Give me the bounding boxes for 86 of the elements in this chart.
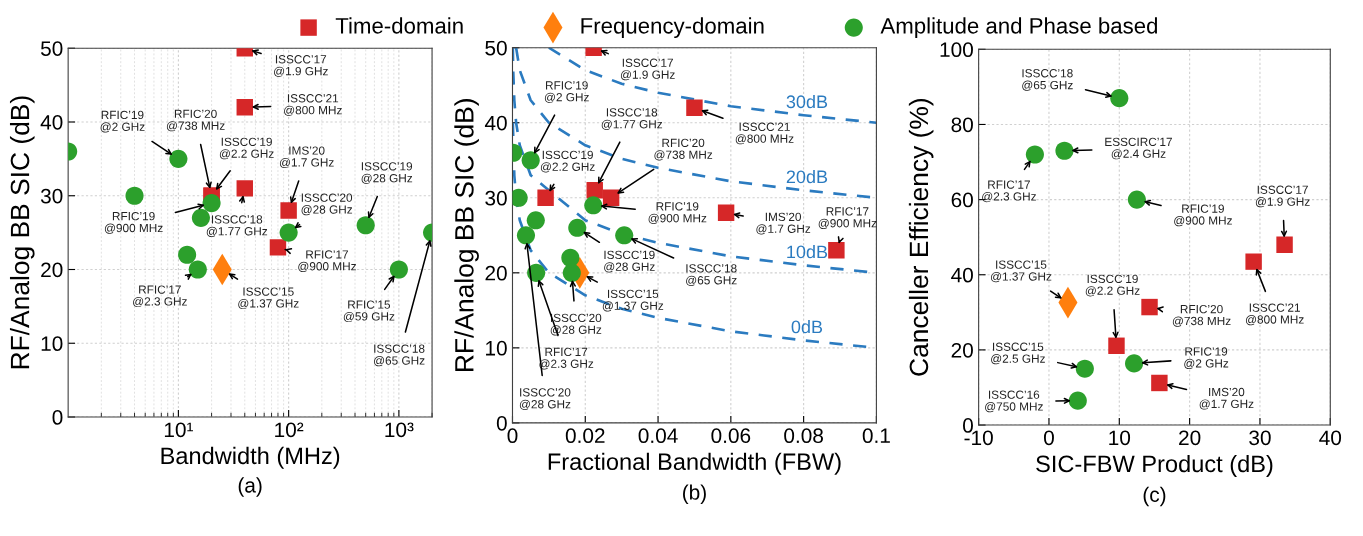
annotation: ISSCC’18 @65 GHz: [1022, 69, 1073, 91]
y-axis-title: Canceller Efficiency (%): [908, 98, 934, 376]
annotation: ISSCC’16 @750 MHz: [985, 390, 1043, 413]
annotation: ISSCC’18 @1.77 GHz: [601, 108, 663, 130]
annotation: RFIC’15 @59 GHz: [343, 300, 395, 323]
y-tick-label: 30: [40, 188, 63, 204]
y-tick-label: 60: [951, 192, 973, 208]
x-tick-label: 0.02: [565, 428, 605, 444]
y-tick-label: 40: [951, 267, 973, 283]
y-tick-label: 20: [951, 342, 973, 358]
y-tick-label: 30: [485, 190, 507, 206]
annotation: ISSCC’19 @28 GHz: [604, 250, 655, 273]
y-tick-label: 0: [52, 410, 63, 425]
annotation: RFIC’20 @738 MHz: [654, 138, 713, 161]
annotation: RFIC’19 @2 GHz: [1184, 347, 1229, 370]
x-axis-title: Bandwidth (MHz): [161, 446, 340, 469]
annotation: RFIC’17 @2.3 GHz: [133, 285, 187, 308]
annotation: RFIC’19 @2 GHz: [544, 81, 589, 103]
annotation: RFIC’19 @900 MHz: [104, 212, 163, 234]
annotation: ISSCC’18 @65 GHz: [686, 264, 737, 286]
y-tick-label: 10: [486, 340, 507, 356]
x-tick-label: 0: [507, 428, 518, 444]
y-tick-label: 80: [951, 117, 973, 133]
annotation: ESSCIRC’17 @2.4 GHz: [1105, 137, 1172, 160]
x-tick-label: 0.1: [862, 428, 890, 444]
y-axis-title: RF/Analog BB SIC (dB): [9, 96, 35, 369]
annotation: ISSCC’17 @1.9 GHz: [620, 58, 675, 81]
text: (c): [1143, 486, 1166, 507]
x-tick-label: 0: [1043, 430, 1054, 446]
y-tick-label: 100: [940, 42, 973, 58]
annotation: RFIC’17 @900 MHz: [298, 250, 356, 272]
x-tick-label: 10²: [275, 422, 304, 438]
annotation: RFIC’19 @900 MHz: [648, 202, 707, 224]
legend-label: Frequency-domain: [581, 17, 764, 39]
annotation: ISSCC’18 @65 GHz: [374, 344, 425, 367]
annotation: ISSCC’15 @1.37 GHz: [238, 287, 299, 310]
annotation: ISSCC’15 @1.37 GHz: [602, 289, 664, 312]
annotation: ISSCC’19 @2.2 GHz: [540, 150, 595, 173]
annotation: ISSCC’19 @2.2 GHz: [219, 137, 274, 160]
y-tick-label: 40: [484, 115, 507, 131]
annotation: ISSCC’20 @28 GHz: [519, 388, 571, 410]
y-tick-label: 10: [41, 336, 63, 352]
annotation: ISSCC’21 @800 MHz: [284, 94, 342, 116]
y-axis-title: RF/Analog BB SIC (dB): [454, 99, 479, 371]
annotation: ISSCC’19 @28 GHz: [361, 162, 413, 184]
x-tick-label: 0.06: [711, 428, 751, 444]
x-tick-label: 0.04: [638, 428, 678, 444]
y-tick-label: 20: [41, 262, 63, 278]
x-tick-label: 10: [1109, 430, 1131, 446]
series-label: 30dB: [786, 94, 828, 109]
annotation: RFIC’19 @900 MHz: [1174, 204, 1232, 227]
annotation: ISSCC’21 @800 MHz: [1245, 303, 1304, 326]
x-axis-title: Fractional Bandwidth (FBW): [548, 452, 841, 475]
x-tick-label: 30: [1249, 430, 1271, 446]
x-axis-title: SIC-FBW Product (dB): [1036, 454, 1273, 477]
legend-label: Amplitude and Phase based: [880, 17, 1157, 39]
x-tick-label: 20: [1179, 430, 1201, 446]
annotation: RFIC’20 @738 MHz: [166, 109, 225, 132]
annotation: ISSCC’18 @1.77 GHz: [206, 215, 268, 237]
y-tick-label: 50: [485, 40, 507, 56]
annotation: IMS’20 @1.7 GHz: [756, 212, 811, 235]
x-tick-label: 40: [1319, 430, 1342, 446]
legend-label: Time-domain: [335, 17, 463, 34]
annotation: ISSCC’15 @2.5 GHz: [991, 342, 1045, 365]
annotation: ISSCC’17 @1.9 GHz: [274, 55, 328, 77]
y-tick-label: 50: [40, 41, 63, 56]
series-label: 20dB: [786, 169, 828, 184]
annotation: ISSCC’21 @800 MHz: [735, 122, 794, 145]
series-label: 0dB: [791, 320, 823, 334]
annotation: ISSCC’15 @1.37 GHz: [990, 260, 1052, 283]
text: (a): [238, 477, 262, 497]
annotation: RFIC’20 @738 MHz: [1172, 304, 1231, 327]
x-tick-label: 10³: [385, 422, 414, 438]
series-label: 10dB: [787, 244, 828, 259]
annotation: ISSCC’19 @2.2 GHz: [1085, 274, 1140, 297]
annotation: IMS’20 @1.7 GHz: [1199, 387, 1254, 410]
annotation: RFIC’17 @2.3 GHz: [982, 180, 1036, 203]
y-tick-label: 40: [40, 114, 63, 130]
text: (b): [683, 484, 706, 504]
y-tick-label: 20: [485, 265, 507, 281]
annotation: IMS’20 @1.7 GHz: [279, 146, 334, 169]
annotation: RFIC’19 @2 GHz: [100, 110, 145, 133]
x-tick-label: 10¹: [164, 422, 193, 438]
x-tick-label: 0.08: [784, 428, 823, 444]
annotation: ISSCC’20 @28 GHz: [301, 193, 353, 216]
annotation: ISSCC’17 @1.9 GHz: [1255, 185, 1310, 208]
